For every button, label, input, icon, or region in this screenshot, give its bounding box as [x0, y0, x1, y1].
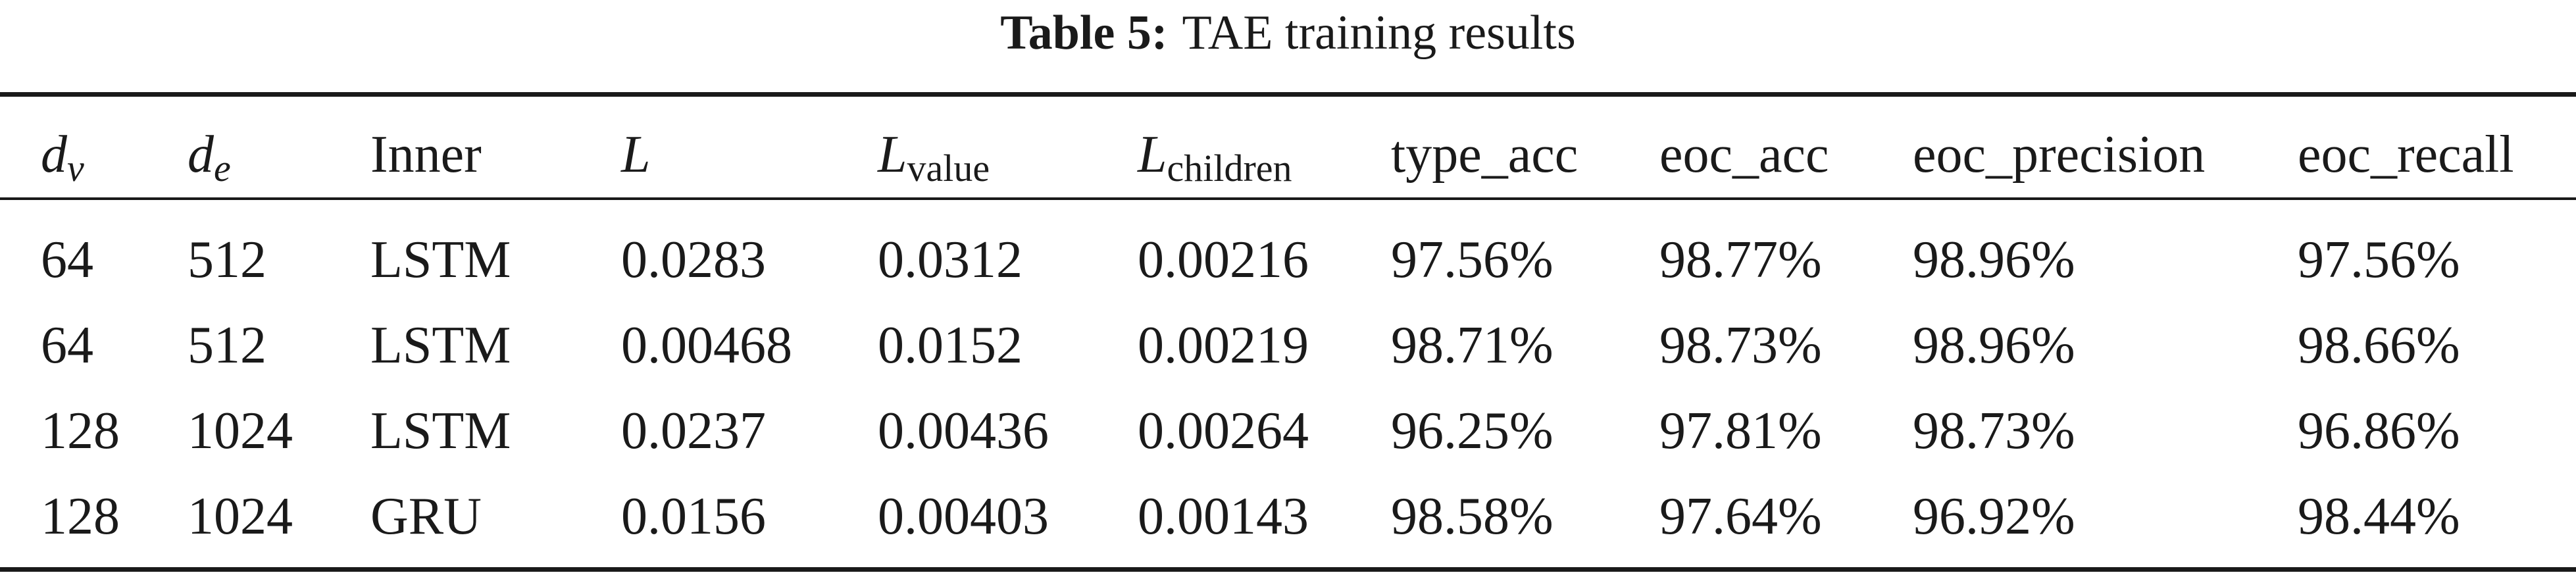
cell-inner: GRU	[370, 487, 482, 545]
cell-dv: 128	[41, 401, 120, 460]
header-loss-children: Lchildren	[1138, 125, 1292, 189]
header-inner: Inner	[370, 125, 482, 184]
cell-type-acc: 97.56%	[1391, 230, 1553, 289]
cell-eoc-recall: 98.44%	[2298, 487, 2460, 545]
cell-loss-children: 0.00216	[1138, 230, 1309, 289]
header-eoc-recall: eoc_recall	[2298, 125, 2514, 184]
cell-loss: 0.0237	[621, 401, 766, 460]
header-row: dv de Inner L Lvalue Lchildren type_acc …	[0, 105, 2574, 204]
table-row: 128 1024 GRU 0.0156 0.00403 0.00143 98.5…	[0, 474, 2574, 559]
cell-de: 1024	[188, 487, 293, 545]
header-loss-value: Lvalue	[878, 125, 990, 189]
cell-inner: LSTM	[370, 316, 511, 374]
cell-de: 1024	[188, 401, 293, 460]
cell-loss-value: 0.0312	[878, 230, 1023, 289]
cell-dv: 128	[41, 487, 120, 545]
cell-loss-children: 0.00264	[1138, 401, 1309, 460]
cell-de: 512	[188, 316, 266, 374]
table-row: 64 512 LSTM 0.0283 0.0312 0.00216 97.56%…	[0, 217, 2574, 303]
header-loss: L	[621, 125, 651, 184]
table-caption-label: Table 5:	[1000, 6, 1168, 60]
cell-eoc-acc: 97.64%	[1659, 487, 1822, 545]
cell-eoc-acc: 98.77%	[1659, 230, 1822, 289]
header-type-acc: type_acc	[1391, 125, 1578, 184]
cell-loss-value: 0.0152	[878, 316, 1023, 374]
cell-loss-value: 0.00403	[878, 487, 1049, 545]
cell-de: 512	[188, 230, 266, 289]
cell-loss: 0.0156	[621, 487, 766, 545]
cell-eoc-recall: 96.86%	[2298, 401, 2460, 460]
cell-eoc-precision: 96.92%	[1913, 487, 2075, 545]
cell-inner: LSTM	[370, 401, 511, 460]
cell-eoc-acc: 97.81%	[1659, 401, 1822, 460]
header-dv: dv	[41, 125, 84, 189]
table-caption-text: TAE training results	[1182, 6, 1576, 60]
results-table: dv de Inner L Lvalue Lchildren type_acc …	[0, 105, 2574, 559]
table-bottom-rule	[0, 567, 2576, 572]
cell-eoc-recall: 98.66%	[2298, 316, 2460, 374]
cell-loss-children: 0.00143	[1138, 487, 1309, 545]
table-caption: Table 5: TAE training results	[0, 0, 2576, 66]
cell-dv: 64	[41, 316, 93, 374]
cell-type-acc: 96.25%	[1391, 401, 1553, 460]
cell-eoc-acc: 98.73%	[1659, 316, 1822, 374]
cell-type-acc: 98.71%	[1391, 316, 1553, 374]
cell-loss-value: 0.00436	[878, 401, 1049, 460]
cell-eoc-precision: 98.73%	[1913, 401, 2075, 460]
cell-inner: LSTM	[370, 230, 511, 289]
cell-type-acc: 98.58%	[1391, 487, 1553, 545]
header-eoc-precision: eoc_precision	[1913, 125, 2206, 184]
cell-loss: 0.0283	[621, 230, 766, 289]
table-row: 128 1024 LSTM 0.0237 0.00436 0.00264 96.…	[0, 388, 2574, 474]
header-eoc-acc: eoc_acc	[1659, 125, 1829, 184]
header-de: de	[188, 125, 231, 189]
cell-eoc-recall: 97.56%	[2298, 230, 2460, 289]
table-row: 64 512 LSTM 0.00468 0.0152 0.00219 98.71…	[0, 303, 2574, 388]
table-top-rule	[0, 92, 2576, 97]
cell-dv: 64	[41, 230, 93, 289]
cell-loss: 0.00468	[621, 316, 792, 374]
cell-eoc-precision: 98.96%	[1913, 316, 2075, 374]
cell-eoc-precision: 98.96%	[1913, 230, 2075, 289]
table-header-rule	[0, 197, 2576, 200]
cell-loss-children: 0.00219	[1138, 316, 1309, 374]
